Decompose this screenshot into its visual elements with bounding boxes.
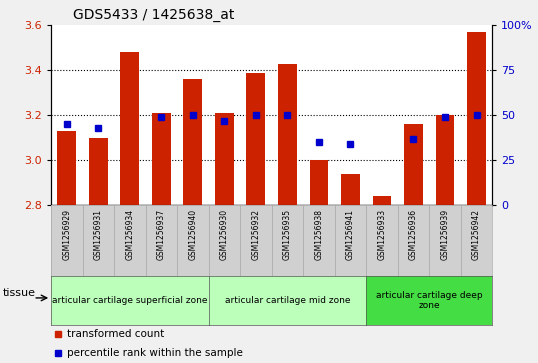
Text: tissue: tissue [3, 288, 36, 298]
Text: GSM1256934: GSM1256934 [125, 209, 134, 260]
Text: articular cartilage superficial zone: articular cartilage superficial zone [52, 296, 208, 305]
Bar [372, 196, 392, 205]
Text: GSM1256930: GSM1256930 [220, 209, 229, 260]
Bar [404, 124, 423, 205]
Text: GSM1256942: GSM1256942 [472, 209, 481, 260]
Text: GSM1256933: GSM1256933 [378, 209, 386, 260]
Bar [89, 138, 108, 205]
Bar [436, 115, 455, 205]
Bar [467, 32, 486, 205]
Text: GSM1256935: GSM1256935 [283, 209, 292, 260]
Bar [152, 113, 171, 205]
Text: GSM1256929: GSM1256929 [62, 209, 72, 260]
Text: GSM1256937: GSM1256937 [157, 209, 166, 260]
Bar [183, 79, 202, 205]
Bar [341, 174, 360, 205]
Text: GSM1256936: GSM1256936 [409, 209, 418, 260]
Text: percentile rank within the sample: percentile rank within the sample [67, 348, 243, 359]
Bar [215, 113, 234, 205]
Bar [278, 64, 297, 205]
Text: transformed count: transformed count [67, 329, 164, 339]
Text: GSM1256939: GSM1256939 [441, 209, 450, 260]
Text: GDS5433 / 1425638_at: GDS5433 / 1425638_at [73, 8, 234, 22]
Text: GSM1256931: GSM1256931 [94, 209, 103, 260]
Text: GSM1256941: GSM1256941 [346, 209, 355, 260]
Bar [309, 160, 328, 205]
Text: GSM1256940: GSM1256940 [188, 209, 197, 260]
Text: GSM1256932: GSM1256932 [251, 209, 260, 260]
Bar [58, 131, 76, 205]
Text: articular cartilage deep
zone: articular cartilage deep zone [376, 291, 483, 310]
Bar [121, 52, 139, 205]
Bar [246, 73, 265, 205]
Text: GSM1256938: GSM1256938 [314, 209, 323, 260]
Text: articular cartilage mid zone: articular cartilage mid zone [225, 296, 350, 305]
